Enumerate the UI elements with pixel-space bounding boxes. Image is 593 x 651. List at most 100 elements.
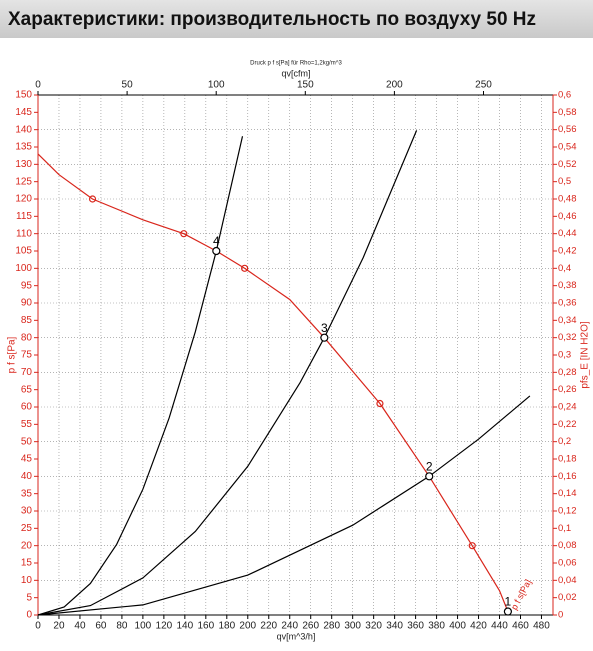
series-line [37, 130, 418, 616]
x-tick-label: 200 [239, 621, 256, 632]
operating-point-label: 3 [321, 321, 328, 335]
y2-tick-label: 0,32 [558, 332, 577, 343]
x2-tick-label: 50 [122, 80, 134, 91]
operating-point [212, 246, 221, 256]
x-tick-label: 240 [281, 621, 298, 632]
x-tick-label: 400 [449, 621, 466, 632]
x-tick-label: 300 [344, 621, 361, 632]
header-bar [0, 0, 593, 38]
y-tick-label: 120 [15, 194, 32, 205]
x2-tick-label: 250 [475, 80, 492, 91]
x-tick-label: 420 [470, 621, 487, 632]
operating-point [503, 607, 512, 616]
y-tick-label: 130 [15, 159, 32, 170]
x2-tick-label: 0 [35, 80, 41, 91]
y2-tick-label: 0,18 [558, 454, 577, 465]
y-tick-label: 40 [21, 471, 33, 482]
y2-tick-label: 0,34 [558, 315, 577, 326]
y2-tick-label: 0,3 [558, 350, 571, 361]
operating-point-label: 2 [426, 460, 433, 474]
y-tick-label: 35 [21, 488, 33, 499]
y2-tick-label: 0,46 [558, 211, 577, 222]
x-tick-label: 40 [74, 621, 86, 632]
y2-tick-label: 0,42 [558, 246, 577, 257]
x-tick-label: 340 [386, 621, 403, 632]
x-tick-label: 320 [365, 621, 382, 632]
y-tick-label: 80 [21, 332, 33, 343]
y2-axis-title: pfs_E [IN H2O] [580, 321, 591, 388]
y2-tick-label: 0,48 [558, 194, 577, 205]
y-tick-label: 15 [21, 558, 33, 569]
y2-tick-label: 0,28 [558, 367, 577, 378]
y-tick-label: 85 [21, 315, 33, 326]
x-tick-label: 280 [323, 621, 340, 632]
y2-tick-label: 0,24 [558, 402, 577, 413]
y-tick-label: 95 [21, 280, 33, 291]
y-tick-label: 115 [16, 211, 32, 222]
x-tick-label: 440 [491, 621, 508, 632]
series-marker [88, 195, 97, 203]
x-axis-title: qv[m^3/h] [277, 631, 316, 641]
y-tick-label: 50 [21, 436, 33, 447]
y2-tick-label: 0,4 [558, 263, 571, 274]
x2-tick-label: 200 [386, 80, 403, 91]
y2-tick-label: 0,38 [558, 280, 577, 291]
x-tick-label: 0 [35, 621, 41, 632]
operating-point-label: 4 [213, 234, 220, 248]
x-tick-label: 460 [512, 621, 529, 632]
y-tick-label: 20 [21, 540, 33, 551]
y2-tick-label: 0,08 [558, 540, 577, 551]
x-tick-label: 80 [116, 621, 128, 632]
y-tick-label: 90 [21, 298, 33, 309]
y2-tick-label: 0,16 [558, 471, 577, 482]
y2-tick-label: 0,12 [558, 506, 577, 517]
x-tick-label: 480 [533, 621, 550, 632]
series-marker [241, 264, 249, 272]
y2-tick-label: 0,44 [558, 228, 577, 239]
y2-tick-label: 0,5 [558, 176, 571, 187]
y-tick-label: 30 [21, 506, 33, 517]
y-tick-label: 60 [21, 402, 33, 413]
x-tick-label: 60 [95, 621, 107, 632]
y2-tick-label: 0,04 [558, 575, 577, 586]
x-tick-label: 260 [302, 621, 319, 632]
y-tick-label: 25 [21, 523, 33, 534]
y-tick-label: 5 [26, 592, 32, 603]
y-tick-label: 55 [21, 419, 33, 430]
y2-tick-label: 0,06 [558, 558, 577, 569]
x-tick-label: 20 [53, 621, 65, 632]
x-tick-label: 380 [428, 621, 445, 632]
y2-tick-label: 0,54 [558, 142, 577, 153]
series-line [37, 153, 509, 612]
x-tick-label: 220 [260, 621, 277, 632]
y2-tick-label: 0,26 [558, 384, 577, 395]
y-tick-label: 135 [15, 142, 32, 153]
x-tick-label: 120 [156, 621, 173, 632]
series-marker [468, 542, 476, 550]
y2-tick-label: 0,02 [558, 592, 577, 603]
x-tick-label: 360 [407, 621, 424, 632]
operating-point-label: 1 [505, 595, 512, 609]
x2-tick-label: 150 [297, 80, 314, 91]
y-axis-title: p f s[Pa] [7, 336, 18, 373]
x-tick-label: 160 [197, 621, 214, 632]
operating-point [320, 333, 329, 342]
chart-subtitle: Druck p f s[Pa] für Rho=1,2kg/m^3 [250, 61, 342, 67]
series-marker [180, 230, 188, 238]
x2-tick-label: 100 [208, 80, 225, 91]
y2-tick-label: 0,1 [558, 523, 571, 534]
y2-tick-label: 0,14 [558, 488, 577, 499]
y-tick-label: 145 [15, 107, 32, 118]
x-tick-label: 180 [218, 621, 235, 632]
page-title: Характеристики: производительность по во… [8, 9, 536, 30]
y-tick-label: 140 [15, 124, 32, 135]
y-tick-label: 45 [21, 454, 33, 465]
y-tick-label: 110 [16, 228, 32, 239]
y2-tick-label: 0,58 [558, 107, 577, 118]
y-tick-label: 0 [26, 610, 32, 621]
y-tick-label: 105 [15, 246, 32, 257]
y2-tick-label: 0,52 [558, 159, 577, 170]
y-tick-label: 65 [21, 384, 33, 395]
series-line [37, 136, 244, 616]
